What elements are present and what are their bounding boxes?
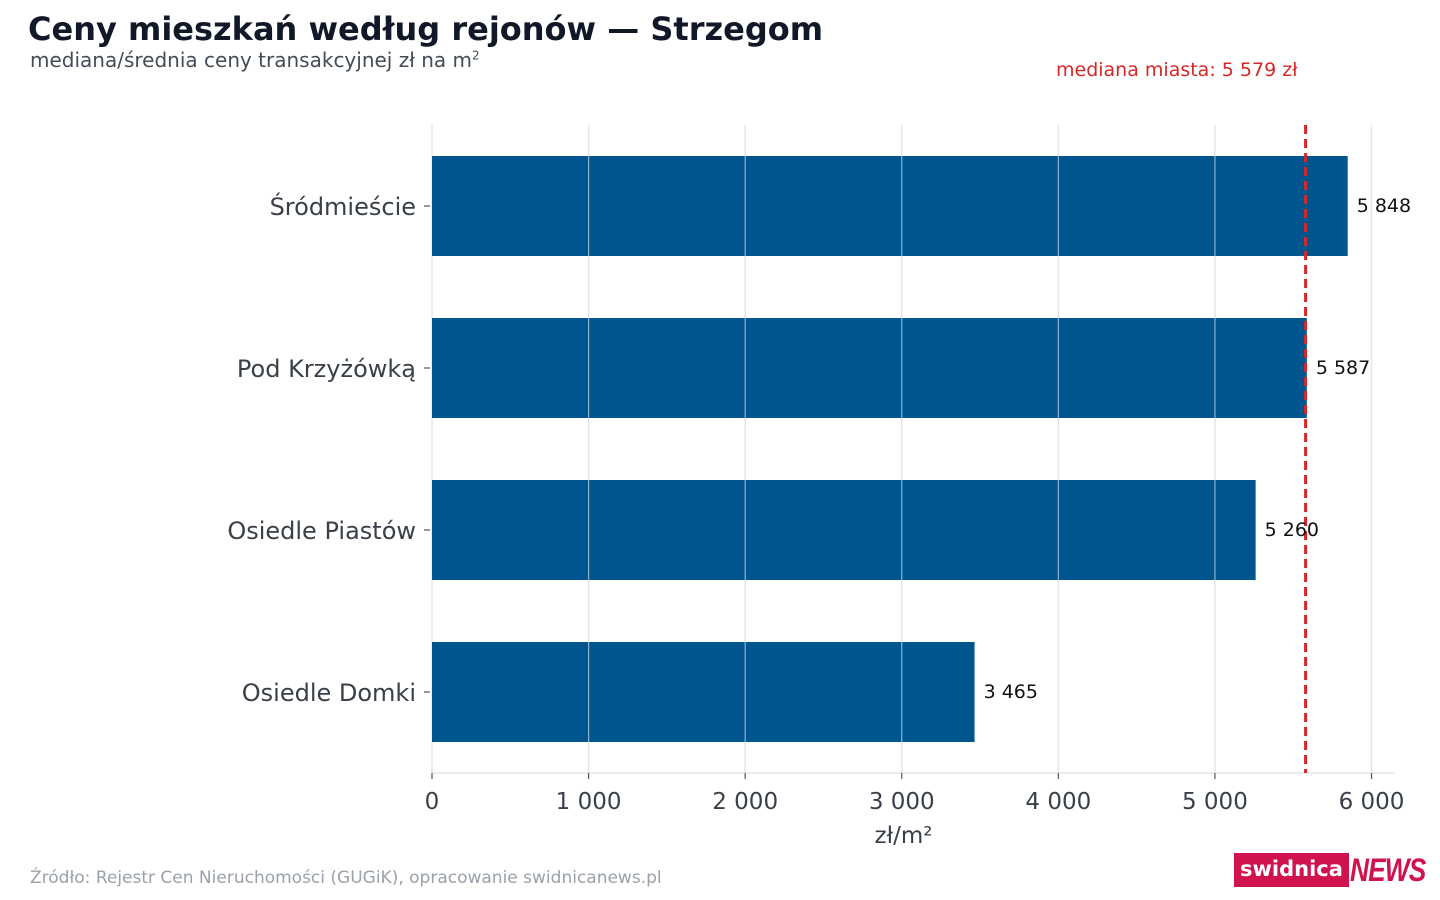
x-tick-label-5: 5 000 <box>1182 789 1248 815</box>
category-label-0: Śródmieście <box>270 191 416 221</box>
logo-left-text: swidnica <box>1234 853 1349 887</box>
bar-2 <box>432 480 1256 580</box>
median-label: mediana miasta: 5 579 zł <box>1056 59 1298 81</box>
source-note: Źródło: Rejestr Cen Nieruchomości (GUGiK… <box>30 868 662 888</box>
brand-logo[interactable]: swidnica NEWS <box>1234 853 1440 887</box>
axes <box>424 125 1395 779</box>
bar-3 <box>432 642 975 742</box>
category-label-3: Osiedle Domki <box>242 679 416 707</box>
x-tick-label-6: 6 000 <box>1339 789 1405 815</box>
x-tick-label-1: 1 000 <box>556 789 622 815</box>
value-label-2: 5 260 <box>1265 519 1319 541</box>
chart-subtitle: mediana/średnia ceny transakcyjnej zł na… <box>30 48 480 72</box>
x-tick-label-4: 4 000 <box>1025 789 1091 815</box>
category-label-2: Osiedle Piastów <box>227 517 416 545</box>
x-tick-label-3: 3 000 <box>869 789 935 815</box>
bars <box>432 156 1348 742</box>
logo-right-text: NEWS <box>1349 852 1426 888</box>
chart-title: Ceny mieszkań według rejonów — Strzegom <box>28 10 824 48</box>
subtitle-text: mediana/średnia ceny transakcyjnej zł na… <box>30 48 473 72</box>
value-label-1: 5 587 <box>1316 357 1370 379</box>
labels: Śródmieście 5 848 Pod Krzyżówką 5 587 Osiedl… <box>227 59 1411 849</box>
category-label-1: Pod Krzyżówką <box>237 355 416 383</box>
x-axis-title: zł/m² <box>875 823 933 849</box>
x-tick-label-0: 0 <box>425 789 440 815</box>
value-label-3: 3 465 <box>984 681 1038 703</box>
subtitle-superscript: 2 <box>472 48 480 63</box>
bar-1 <box>432 318 1307 418</box>
value-label-0: 5 848 <box>1357 195 1411 217</box>
x-tick-label-2: 2 000 <box>712 789 778 815</box>
bar-0 <box>432 156 1348 256</box>
